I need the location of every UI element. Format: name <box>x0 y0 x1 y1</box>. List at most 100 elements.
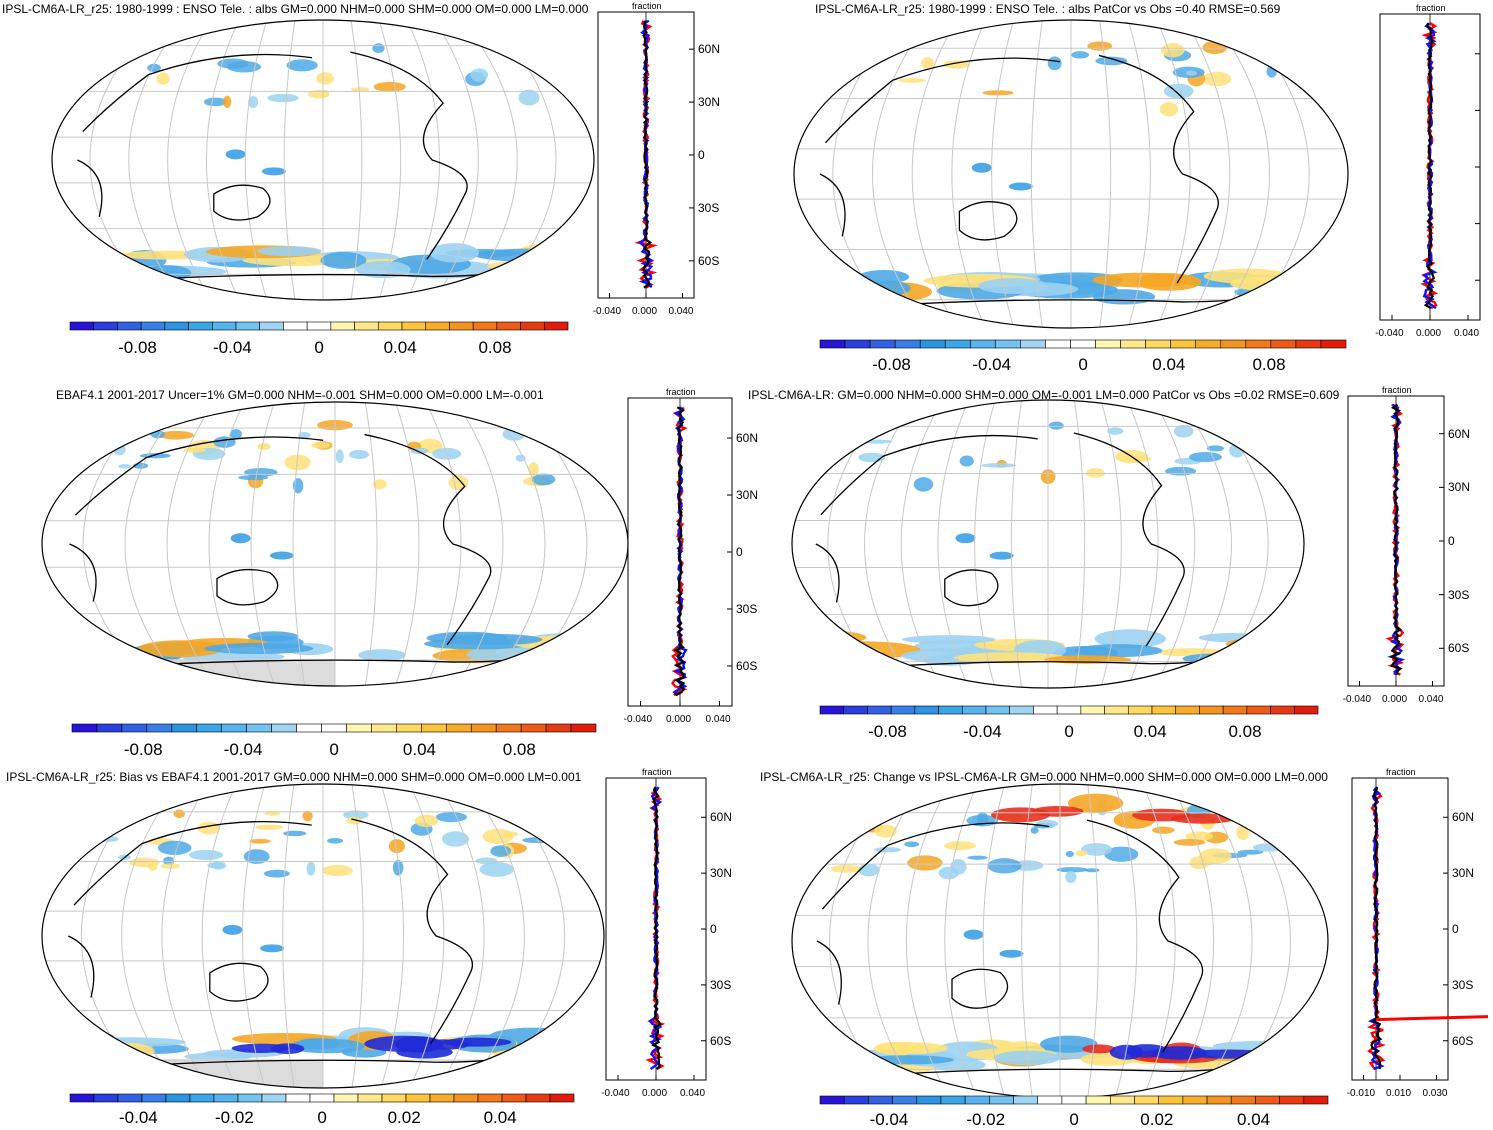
colorbar-swatch <box>1293 705 1319 715</box>
colorbar-swatch <box>165 1093 191 1103</box>
profile-x-tick: 0.000 <box>1416 328 1442 339</box>
latitude-label: 30S <box>736 601 758 616</box>
colorbar-swatch <box>525 1093 551 1103</box>
latitude-label: 0 <box>1452 922 1459 936</box>
colorbar-swatch <box>1230 1095 1256 1105</box>
profile-x-tick: 0.040 <box>668 306 694 317</box>
zonal-profile-plot <box>597 11 695 299</box>
colorbar-swatch <box>146 723 173 733</box>
profile-x-tick: -0.010 <box>1346 1088 1376 1099</box>
latitude-label: 0 <box>736 545 743 559</box>
colorbar-swatch <box>445 723 472 733</box>
profile-line <box>642 20 653 289</box>
colorbar-swatch <box>869 339 896 349</box>
colorbar <box>71 723 597 733</box>
colorbar-swatch <box>1037 1095 1063 1105</box>
colorbar-label: -0.04 <box>869 1110 909 1129</box>
colorbar-swatch <box>995 339 1021 349</box>
colorbar-swatch <box>371 723 397 733</box>
colorbar-swatch <box>96 723 123 733</box>
zonal-profile-plot <box>1351 777 1489 1081</box>
colorbar-swatch <box>121 723 148 733</box>
colorbar-swatch <box>477 1093 503 1103</box>
colorbar-swatch <box>330 321 355 331</box>
colorbar-swatch <box>1145 339 1171 349</box>
colorbar-swatch <box>894 339 921 349</box>
colorbar-label: -0.02 <box>215 1108 254 1127</box>
colorbar-swatch <box>69 321 95 331</box>
colorbar-swatch <box>196 723 223 733</box>
colorbar-swatch <box>117 321 142 331</box>
latitude-label: 60N <box>710 810 733 825</box>
colorbar-label: 0.08 <box>1228 722 1262 741</box>
profile-x-tick: 0.000 <box>666 714 692 725</box>
panel-title: IPSL-CM6A-LR_r25: 1980-1999 : ENSO Tele.… <box>815 2 1281 16</box>
profile-x-tick: 0.000 <box>632 306 658 317</box>
colorbar-swatch <box>449 321 474 331</box>
colorbar-swatch <box>1009 705 1034 715</box>
colorbar-swatch <box>421 723 447 733</box>
colorbar-label: 0.08 <box>478 338 512 357</box>
colorbar-label: 0.04 <box>402 740 437 759</box>
colorbar-swatch <box>237 1093 263 1103</box>
colorbar-label: 0.04 <box>1133 722 1167 741</box>
profile-line <box>1370 786 1383 1070</box>
colorbar-swatch <box>1279 1095 1305 1105</box>
colorbar-swatch <box>1170 339 1197 349</box>
colorbar <box>819 1095 1329 1105</box>
colorbar-label: 0.04 <box>1237 1110 1271 1129</box>
colorbar-swatch <box>472 321 498 331</box>
colorbar-swatch <box>520 723 547 733</box>
colorbar-swatch <box>819 339 846 349</box>
colorbar-swatch <box>1158 1095 1184 1105</box>
colorbar-swatch <box>321 723 347 733</box>
latitude-label: 30S <box>698 200 720 215</box>
colorbar-swatch <box>354 321 379 331</box>
colorbar-swatch <box>1175 705 1200 715</box>
colorbar-swatch <box>1182 1095 1208 1105</box>
profile-title: fraction <box>666 387 696 397</box>
profile-line <box>1389 403 1403 675</box>
colorbar-label: -0.08 <box>123 740 163 759</box>
colorbar <box>69 1093 575 1103</box>
colorbar-label: 0.04 <box>383 338 417 357</box>
colorbar-swatch <box>261 1093 287 1103</box>
robinson-map <box>791 399 1305 689</box>
colorbar-swatch <box>1020 339 1046 349</box>
colorbar-swatch <box>1061 1095 1087 1105</box>
profile-x-tick: 0.000 <box>1382 694 1408 705</box>
profile-line <box>1423 22 1436 310</box>
colorbar-swatch <box>429 1093 455 1103</box>
colorbar-swatch <box>844 339 871 349</box>
colorbar-swatch <box>1220 339 1247 349</box>
colorbar-swatch <box>944 339 971 349</box>
colorbar-swatch <box>470 723 497 733</box>
latitude-label: 60N <box>736 431 759 446</box>
colorbar-label: 0.02 <box>387 1108 421 1127</box>
colorbar-swatch <box>520 321 545 331</box>
colorbar-label: 0.08 <box>502 740 536 759</box>
colorbar-swatch <box>961 705 987 715</box>
colorbar-swatch <box>843 1095 869 1105</box>
colorbar-swatch <box>117 1093 143 1103</box>
colorbar-swatch <box>545 723 572 733</box>
colorbar-swatch <box>405 1093 431 1103</box>
colorbar-swatch <box>309 1093 335 1103</box>
latitude-label: 30S <box>1448 587 1470 602</box>
robinson-map <box>41 783 605 1089</box>
colorbar-swatch <box>938 705 963 715</box>
colorbar-swatch <box>1199 705 1224 715</box>
colorbar-swatch <box>916 1095 942 1105</box>
colorbar-swatch <box>989 1095 1014 1105</box>
colorbar-label: 0 <box>317 1108 327 1127</box>
colorbar-swatch <box>1222 705 1248 715</box>
colorbar-swatch <box>377 321 403 331</box>
colorbar-swatch <box>819 1095 845 1105</box>
latitude-label: 60N <box>698 42 721 57</box>
colorbar-swatch <box>296 723 322 733</box>
profile-title: fraction <box>1386 767 1416 777</box>
profile-line <box>673 406 686 697</box>
colorbar-swatch <box>1245 339 1272 349</box>
latitude-label: 60S <box>736 658 758 673</box>
colorbar-label: 0.08 <box>1252 355 1286 374</box>
